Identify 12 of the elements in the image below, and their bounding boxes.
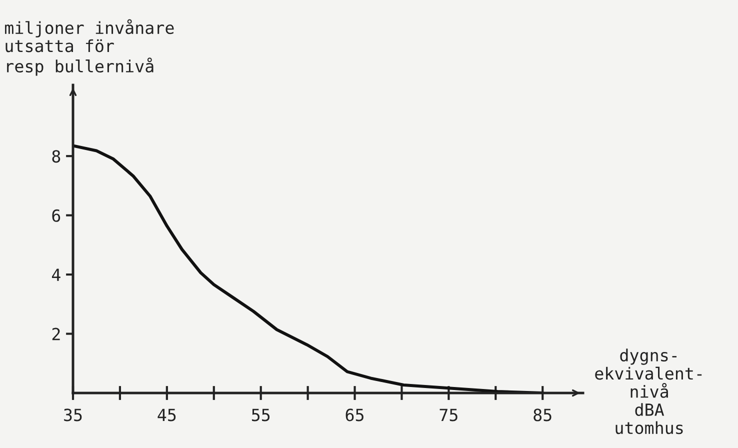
y-tick-label: 2 [52, 328, 60, 340]
x-tick-label: 85 [534, 408, 552, 422]
y-tick-label: 6 [52, 209, 60, 222]
x-tick-label: 55 [252, 408, 270, 422]
y-tick-label: 4 [52, 268, 60, 281]
y-tick-label: 8 [52, 150, 60, 163]
x-axis-title: dygns- ekvivalent- nivå dBA utomhus [595, 348, 702, 434]
y-axis-title: miljoner invånare utsatta för resp bullernivå [5, 19, 174, 76]
x-tick-label: 45 [158, 408, 176, 422]
x-tick-label: 35 [64, 408, 82, 422]
x-tick-label: 75 [440, 408, 458, 422]
x-tick-label: 65 [346, 408, 364, 422]
